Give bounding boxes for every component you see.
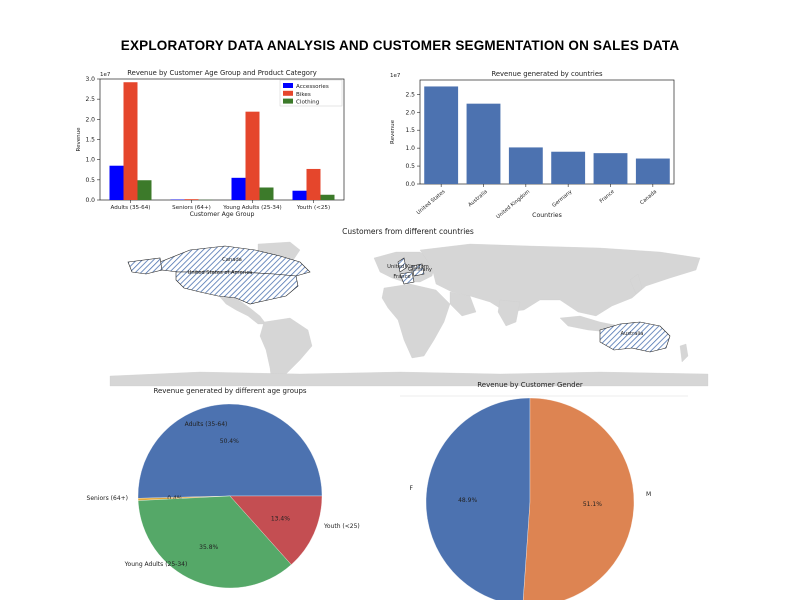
map-label-uk: United Kingdom (387, 264, 429, 270)
y-tick-label: 0.0 (405, 181, 415, 188)
uk-shape (397, 257, 407, 273)
pie-slice (137, 403, 323, 499)
bar-accessories (231, 177, 246, 200)
legend-label: Accessories (296, 84, 329, 90)
bar-clothing (320, 194, 335, 200)
pie-slice (425, 397, 531, 600)
legend-swatch (283, 90, 293, 96)
y-axis-label: Revenue (76, 127, 82, 152)
world-land (109, 241, 709, 387)
pie-slice (229, 495, 323, 565)
highlighted-countries (127, 245, 671, 353)
map-label-france: France (393, 274, 410, 280)
y-tick-label: 0.5 (85, 177, 95, 184)
arabia-india-shape (449, 291, 521, 327)
x-tick-label: Seniors (64+) (172, 205, 211, 211)
france-shape (399, 271, 415, 285)
chart-title: Revenue by Customer Age Group and Produc… (127, 69, 317, 77)
map-country-labels: Canada United States of America United K… (188, 257, 644, 337)
map-title: Customers from different countries (342, 227, 474, 236)
bar-bikes (306, 168, 321, 200)
pie-title: Revenue by Customer Gender (477, 381, 583, 389)
country-bar (635, 158, 670, 184)
bar-bikes (184, 199, 199, 200)
y-axis-label: Revenue (390, 119, 396, 144)
pie-pct-label: 0.4% (167, 495, 183, 502)
bar-accessories (292, 190, 307, 200)
y-offset-label: 1e7 (100, 72, 111, 78)
x-tick-label: Young Adults (25-34) (222, 205, 281, 211)
usa-shape (175, 271, 299, 305)
pie-category-label: F (410, 485, 414, 492)
bar-clothing (259, 187, 274, 200)
y-tick-label: 3.0 (85, 76, 95, 83)
pie-category-label: Youth (<25) (323, 523, 360, 530)
antarctica-shape (109, 371, 709, 387)
new-zealand-shape (679, 343, 689, 363)
map-label-usa: United States of America (188, 270, 253, 276)
country-bar (508, 147, 543, 184)
legend-label: Bikes (296, 92, 311, 98)
bar-bikes (245, 111, 260, 200)
map-label-canada: Canada (222, 257, 242, 263)
y-tick-label: 2.5 (405, 91, 415, 98)
map-label-germany: Germany (408, 267, 432, 273)
country-bar (424, 86, 459, 184)
pie-category-label: Adults (35-64) (185, 421, 228, 428)
pie-pct-label: 48.9% (458, 497, 477, 504)
y-tick-label: 0.5 (405, 163, 415, 170)
germany-shape (411, 263, 425, 277)
pie-pct-label: 50.4% (220, 438, 239, 445)
map-label-australia: Australia (621, 331, 644, 337)
y-offset-label: 1e7 (390, 73, 401, 79)
africa-shape (381, 283, 451, 359)
japan-shape (629, 273, 643, 295)
y-tick-label: 1.0 (85, 157, 95, 164)
country-bar (466, 103, 501, 184)
chart-title: Revenue generated by countries (491, 70, 603, 78)
pie-pct-label: 35.8% (199, 544, 218, 551)
x-axis-label: Customer Age Group (190, 211, 255, 218)
y-tick-label: 0.0 (85, 197, 95, 204)
pie-category-label: Seniors (64+) (87, 495, 128, 502)
x-tick-label: Adults (35-64) (111, 205, 151, 211)
legend-label: Clothing (296, 100, 320, 106)
pie-title: Revenue generated by different age group… (153, 387, 306, 395)
x-tick-label: Youth (<25) (296, 205, 330, 211)
legend-swatch (283, 83, 293, 88)
pie-category-label: Young Adults (25-34) (124, 561, 188, 568)
pie-pct-label: 13.4% (271, 516, 290, 523)
bar-clothing (137, 180, 152, 200)
central-america-shape (219, 296, 267, 325)
pie-category-label: M (646, 491, 651, 498)
plot-frame (419, 79, 675, 185)
y-tick-label: 1.0 (405, 145, 415, 152)
alaska-shape (127, 257, 163, 275)
bar-bikes (123, 82, 138, 200)
y-tick-label: 2.0 (405, 109, 415, 116)
y-tick-label: 1.5 (85, 137, 95, 144)
y-tick-label: 2.5 (85, 96, 95, 103)
pie-slice (137, 495, 292, 589)
pie-pct-label: 51.1% (583, 501, 602, 508)
y-tick-label: 1.5 (405, 127, 415, 134)
page-title: EXPLORATORY DATA ANALYSIS AND CUSTOMER S… (120, 38, 680, 53)
y-tick-label: 2.0 (85, 116, 95, 123)
pie-slice (523, 397, 635, 600)
x-axis-label: Countries (532, 212, 562, 219)
legend-swatch (283, 98, 293, 104)
bar-accessories (109, 165, 124, 200)
australia-shape (599, 321, 671, 353)
country-bar (551, 151, 586, 184)
country-bar (593, 153, 628, 184)
